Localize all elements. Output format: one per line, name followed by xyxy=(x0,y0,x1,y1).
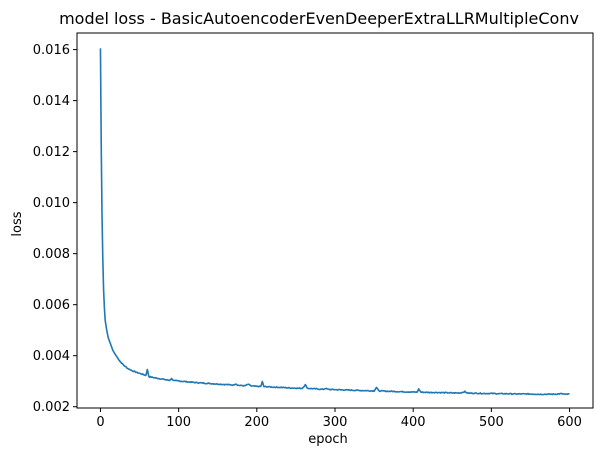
x-tick-label: 400 xyxy=(401,415,426,430)
axes-frame xyxy=(76,32,594,409)
y-tick-label: 0.006 xyxy=(33,298,70,313)
x-tick-label: 300 xyxy=(323,415,348,430)
x-tick-label: 0 xyxy=(96,415,104,430)
y-tick-label: 0.012 xyxy=(33,145,70,160)
x-axis: 0 100 200 300 400 500 600 xyxy=(96,408,582,430)
chart-title: model loss - BasicAutoencoderEvenDeeperE… xyxy=(59,9,579,28)
x-tick-label: 200 xyxy=(244,415,269,430)
x-axis-label: epoch xyxy=(308,432,348,447)
y-tick-label: 0.016 xyxy=(33,43,70,58)
x-tick-label: 100 xyxy=(166,415,191,430)
y-tick-label: 0.010 xyxy=(33,196,70,211)
y-axis: 0.002 0.004 0.006 0.008 0.010 0.012 0.014 0.016 xyxy=(33,43,77,415)
x-tick-label: 600 xyxy=(557,415,582,430)
y-axis-label: loss xyxy=(10,211,25,236)
y-tick-label: 0.004 xyxy=(33,349,70,364)
loss-series-line xyxy=(99,48,570,396)
plot-area xyxy=(99,48,570,396)
x-tick-label: 500 xyxy=(479,415,504,430)
y-tick-label: 0.002 xyxy=(33,400,70,415)
y-tick-label: 0.014 xyxy=(33,94,70,109)
y-tick-label: 0.008 xyxy=(33,247,70,262)
